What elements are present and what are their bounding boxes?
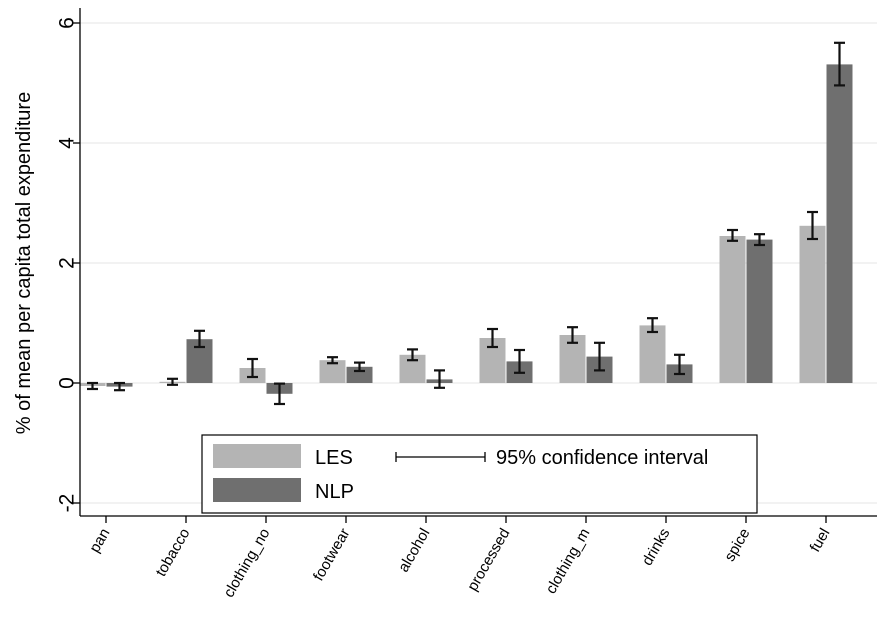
error-bar-les-processed xyxy=(487,327,498,349)
error-bar-les-clothing_m xyxy=(567,326,578,344)
bar-nlp-footwear xyxy=(346,366,373,383)
error-bar-les-tobacco xyxy=(167,377,178,386)
bar-les-drinks xyxy=(639,325,666,383)
legend-label-les: LES xyxy=(315,447,353,469)
error-bar-les-alcohol xyxy=(407,348,418,362)
error-bar-nlp-processed xyxy=(514,348,525,374)
error-bar-les-drinks xyxy=(647,317,658,334)
error-bar-nlp-clothing_m xyxy=(594,341,605,372)
bar-les-footwear xyxy=(319,360,346,383)
error-bar-nlp-pan xyxy=(114,381,125,392)
legend-label-ci: 95% confidence interval xyxy=(496,447,708,469)
error-bar-les-clothing_no xyxy=(247,357,258,379)
error-bar-nlp-clothing_no xyxy=(274,382,285,406)
error-bar-nlp-spice xyxy=(754,233,765,247)
error-bar-nlp-fuel xyxy=(834,41,845,87)
error-bar-nlp-tobacco xyxy=(194,329,205,349)
bar-nlp-fuel xyxy=(826,64,853,384)
error-bar-nlp-alcohol xyxy=(434,369,445,389)
error-bar-les-spice xyxy=(727,228,738,242)
y-tick-label: 2 xyxy=(55,257,78,269)
error-bar-les-pan xyxy=(87,381,98,391)
error-bar-nlp-footwear xyxy=(354,361,365,373)
bar-nlp-spice xyxy=(746,239,773,383)
error-bar-les-footwear xyxy=(327,356,338,365)
error-bar-les-fuel xyxy=(807,210,818,241)
bar-les-spice xyxy=(719,236,746,383)
y-tick-label: 0 xyxy=(55,377,78,389)
y-tick-label: 6 xyxy=(55,17,78,29)
y-tick-label: -2 xyxy=(55,494,78,513)
y-tick-label: 4 xyxy=(55,137,78,149)
y-ticks: -2 0 2 4 6 xyxy=(55,17,80,512)
error-bars xyxy=(87,41,845,406)
legend-ci-marker xyxy=(395,452,486,462)
axes xyxy=(79,8,877,517)
legend-swatch-nlp xyxy=(213,478,301,502)
legend: LES NLP 95% confidence interval xyxy=(201,434,758,514)
legend-label-nlp: NLP xyxy=(315,481,354,503)
bar-les-fuel xyxy=(799,225,826,383)
error-bar-nlp-drinks xyxy=(674,353,685,376)
legend-swatch-les xyxy=(213,444,301,468)
y-axis-label: % of mean per capita total expenditure xyxy=(13,92,35,434)
